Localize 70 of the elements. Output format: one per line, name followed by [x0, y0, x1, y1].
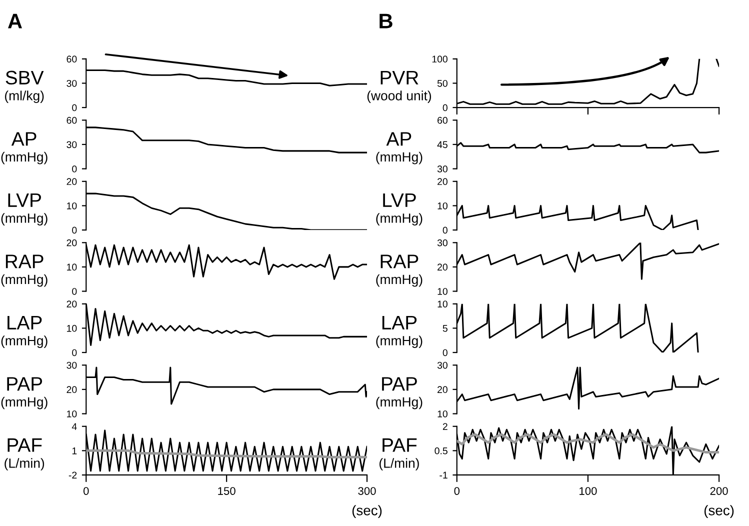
y-tick-label: 1: [72, 448, 77, 454]
y-tick-label: 2: [442, 423, 448, 430]
y-tick-label: 60: [66, 56, 77, 63]
y-axis-title: LAP (mmHg): [1, 316, 48, 348]
y-tick-label: 20: [66, 239, 77, 246]
line-series: [456, 433, 720, 454]
x-tick-label: 150: [218, 487, 236, 495]
y-axis-title: SBV (ml/kg): [5, 70, 44, 103]
y-tick-label: 20: [66, 386, 77, 394]
y-tick-label: 30: [66, 141, 77, 148]
y-axis-title: PVR (wood unit): [367, 70, 432, 103]
chart-title: B: [380, 14, 392, 28]
y-tick-label: 10: [438, 202, 448, 210]
line-series: [456, 304, 699, 352]
y-tick-label: 30: [66, 362, 77, 369]
y-axis-title: PAP (mmHg): [376, 377, 422, 410]
y-tick-label: 10: [67, 410, 77, 418]
y-tick-label: -1: [440, 472, 448, 478]
y-tick-label: 0: [442, 226, 448, 234]
y-tick-label: 45: [437, 141, 448, 148]
y-tick-label: 30: [437, 239, 448, 246]
x-axis-title: (sec): [704, 505, 734, 518]
y-tick-label: 0.5: [434, 447, 448, 454]
y-tick-label: 30: [66, 80, 77, 87]
y-tick-label: 30: [437, 166, 448, 172]
line-series: [86, 449, 368, 458]
y-tick-label: 60: [438, 116, 448, 124]
y-tick-label: 20: [438, 264, 448, 271]
y-tick-label: 10: [438, 410, 448, 418]
y-tick-label: 10: [438, 288, 448, 295]
y-axis-title: LVP (mmHg): [376, 193, 422, 226]
y-tick-label: 20: [66, 178, 77, 186]
y-tick-label: 0: [72, 349, 77, 356]
y-tick-label: 5: [442, 325, 448, 332]
y-tick-label: 10: [438, 300, 448, 308]
y-tick-label: 0: [442, 104, 448, 112]
y-axis-title: PAF (L/min): [380, 438, 419, 470]
x-tick-label: 100: [580, 487, 597, 495]
line-series: [86, 430, 368, 472]
y-tick-label: 20: [66, 300, 77, 308]
y-tick-label: -2: [68, 472, 77, 478]
x-tick-label: 200: [710, 487, 728, 495]
y-tick-label: 0: [72, 226, 77, 234]
y-tick-label: 30: [437, 362, 448, 369]
y-tick-label: 50: [437, 80, 448, 87]
y-tick-label: 10: [67, 202, 77, 210]
x-tick-label: 300: [358, 487, 376, 495]
x-axis-title: (sec): [352, 505, 382, 518]
y-tick-label: 60: [66, 116, 77, 124]
y-tick-label: 100: [432, 56, 448, 63]
x-tick-label: 0: [83, 487, 89, 495]
y-axis-title: PAP (mmHg): [1, 377, 48, 410]
y-tick-label: 0: [72, 104, 77, 112]
y-axis-title: AP (mmHg): [376, 132, 422, 164]
y-tick-label: 0: [72, 166, 77, 172]
y-tick-label: 20: [438, 386, 448, 394]
y-axis-title: PAF (L/min): [4, 438, 44, 470]
x-tick-label: 0: [454, 487, 460, 495]
y-tick-label: 20: [438, 178, 448, 186]
y-axis-title: LVP (mmHg): [1, 193, 48, 226]
y-tick-label: 0: [442, 349, 448, 356]
y-tick-label: 4: [72, 423, 77, 430]
y-tick-label: 0: [72, 288, 77, 295]
y-tick-label: 10: [67, 264, 77, 271]
y-axis-title: RAP (mmHg): [376, 254, 422, 287]
chart-title: A: [8, 14, 22, 28]
y-tick-label: 10: [67, 324, 77, 332]
y-axis-title: AP (mmHg): [1, 132, 48, 164]
y-axis-title: LAP (mmHg): [376, 316, 422, 348]
y-axis-title: RAP (mmHg): [1, 254, 48, 287]
